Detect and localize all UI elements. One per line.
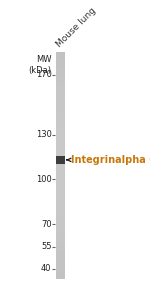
Bar [56, 106, 65, 109]
Bar [56, 143, 65, 146]
Bar [56, 163, 65, 166]
Bar [56, 58, 65, 61]
Bar [56, 149, 65, 152]
Text: 70: 70 [41, 220, 51, 229]
Bar [56, 276, 65, 279]
Bar [56, 69, 65, 72]
Bar [56, 97, 65, 101]
Bar [56, 157, 65, 160]
Bar [56, 228, 65, 231]
Bar [56, 72, 65, 75]
Bar [56, 197, 65, 200]
Bar [56, 146, 65, 149]
Bar [56, 66, 65, 70]
Bar [56, 55, 65, 58]
Text: Mouse lung: Mouse lung [55, 6, 98, 49]
Bar [56, 154, 65, 157]
Text: MW: MW [36, 55, 51, 64]
Bar [56, 166, 65, 169]
Bar [56, 251, 65, 254]
Bar [56, 239, 65, 242]
Bar [56, 234, 65, 237]
Bar [56, 134, 65, 138]
Bar [56, 254, 65, 257]
Bar [56, 140, 65, 143]
Bar [56, 262, 65, 265]
Bar [56, 84, 65, 86]
Bar [56, 237, 65, 240]
Bar [56, 78, 65, 81]
Bar [56, 129, 65, 132]
Text: (kDa): (kDa) [28, 66, 51, 75]
Bar [56, 188, 65, 191]
Bar [56, 217, 65, 220]
Bar [56, 103, 65, 106]
Bar [56, 245, 65, 248]
Bar [56, 171, 65, 174]
Bar [56, 168, 65, 172]
Bar [56, 203, 65, 205]
Bar [56, 63, 65, 67]
Text: 170: 170 [36, 70, 51, 79]
Bar [56, 126, 65, 129]
Bar [56, 271, 65, 274]
Bar [56, 112, 65, 115]
Bar [56, 242, 65, 245]
Bar [56, 156, 65, 164]
Bar [56, 137, 65, 140]
Bar [56, 152, 65, 155]
Bar [56, 220, 65, 223]
Bar [56, 248, 65, 251]
Bar [56, 259, 65, 262]
Bar [56, 92, 65, 95]
Bar [56, 86, 65, 89]
Bar [56, 89, 65, 92]
Bar [56, 194, 65, 197]
Bar [56, 208, 65, 211]
Bar [56, 256, 65, 260]
Bar [56, 268, 65, 271]
Bar [56, 222, 65, 226]
Bar [56, 120, 65, 123]
Text: 100: 100 [36, 175, 51, 184]
Bar [56, 274, 65, 276]
Bar [56, 109, 65, 112]
Bar [56, 180, 65, 183]
Bar [56, 186, 65, 189]
Text: 130: 130 [36, 130, 51, 139]
Bar [56, 160, 65, 163]
Bar [56, 115, 65, 118]
Bar [56, 61, 65, 64]
Bar [56, 81, 65, 84]
Bar [56, 95, 65, 98]
Bar [56, 214, 65, 217]
Bar [56, 75, 65, 78]
Bar [56, 231, 65, 234]
Bar [56, 211, 65, 214]
Bar [56, 132, 65, 135]
Bar [56, 52, 65, 55]
Bar [56, 205, 65, 208]
Bar [56, 191, 65, 194]
Bar [56, 200, 65, 203]
Text: 55: 55 [41, 242, 51, 251]
Bar [56, 265, 65, 268]
Bar [56, 174, 65, 177]
Bar [56, 183, 65, 186]
Bar [56, 123, 65, 126]
Text: Integrinalpha 6: Integrinalpha 6 [71, 155, 150, 165]
Bar [56, 100, 65, 104]
Text: 40: 40 [41, 265, 51, 274]
Bar [56, 118, 65, 120]
Bar [56, 225, 65, 228]
Bar [56, 177, 65, 180]
